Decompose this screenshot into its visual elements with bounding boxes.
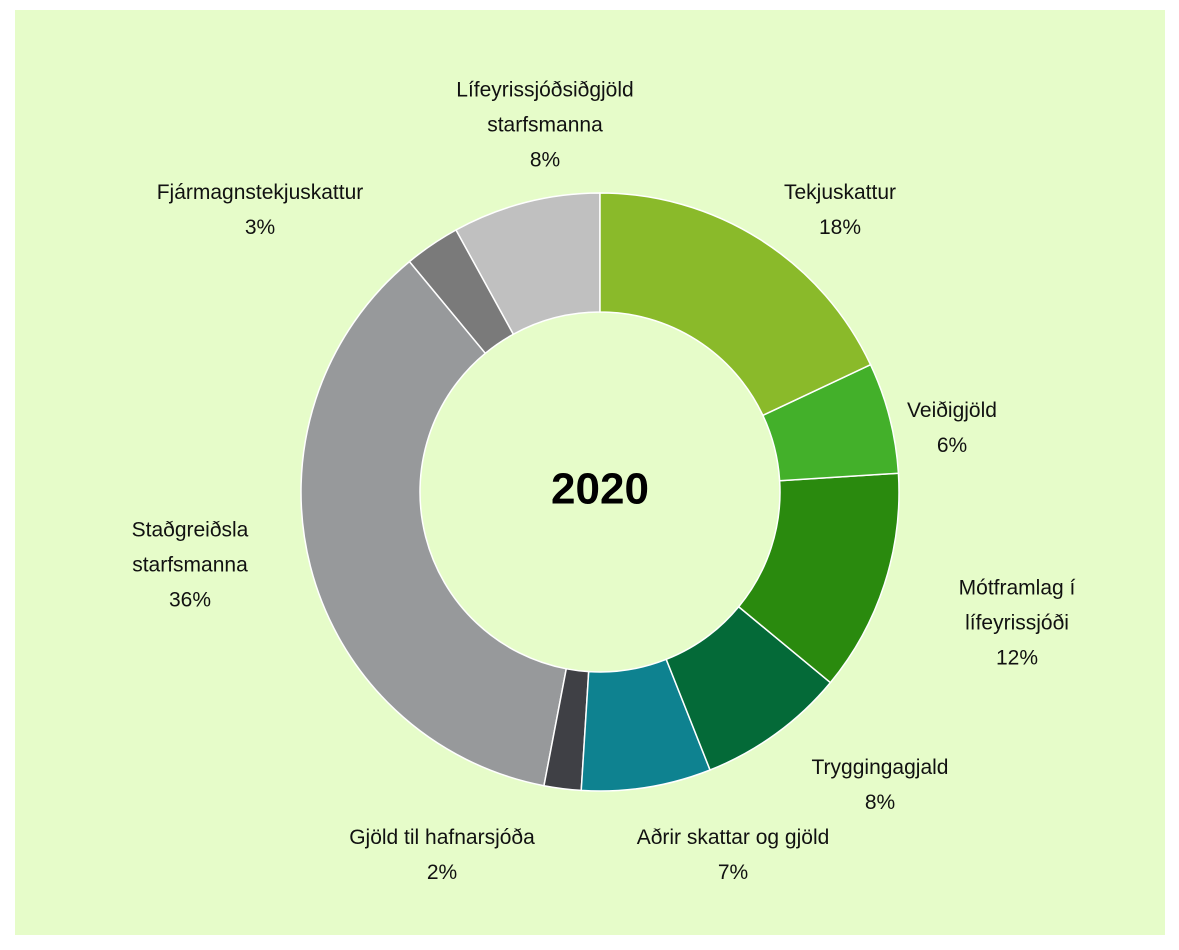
chart: 2020 bbox=[300, 192, 900, 792]
value-label: 18% bbox=[818, 216, 862, 239]
value-label: 36% bbox=[168, 588, 212, 612]
value-label: 7% bbox=[717, 861, 749, 884]
category-label: Tekjuskattur bbox=[783, 181, 897, 204]
donut-segment bbox=[543, 667, 590, 792]
value-label: 2% bbox=[426, 861, 458, 884]
segment-label: Fjármagnstekjuskattur 3% bbox=[100, 175, 420, 245]
donut-segment bbox=[408, 228, 515, 355]
value-label: 8% bbox=[864, 791, 896, 814]
segment-label: Gjöld til hafnarsjóða 2% bbox=[292, 820, 592, 890]
chart-area: 2020 Tekjuskattur 18% Veiðigjöld 6% Mótframl… bbox=[15, 10, 1165, 935]
category-label: Mótframlag í lífeyrissjóði bbox=[958, 576, 1076, 635]
value-label: 3% bbox=[244, 216, 276, 239]
donut-segment bbox=[580, 658, 712, 792]
segment-label: Mótframlag í lífeyrissjóði 12% bbox=[917, 571, 1117, 676]
value-label: 8% bbox=[529, 148, 561, 172]
category-label: Gjöld til hafnarsjóða bbox=[349, 826, 535, 849]
segment-label: Veiðigjöld 6% bbox=[852, 393, 1052, 463]
segment-label: Tekjuskattur 18% bbox=[740, 175, 940, 245]
category-label: Tryggingagjald bbox=[811, 756, 949, 779]
value-label: 12% bbox=[995, 646, 1039, 670]
value-label: 6% bbox=[936, 434, 968, 457]
category-label: Aðrir skattar og gjöld bbox=[636, 826, 830, 849]
segment-label: Lífeyrissjóðsiðgjöld starfsmanna 8% bbox=[405, 73, 685, 178]
donut-segment bbox=[599, 192, 872, 417]
donut-segment bbox=[300, 260, 568, 787]
category-label: Lífeyrissjóðsiðgjöld starfsmanna bbox=[456, 78, 634, 137]
category-label: Staðgreiðsla starfsmanna bbox=[131, 518, 249, 577]
segment-label: Tryggingagjald 8% bbox=[770, 750, 990, 820]
segment-label: Staðgreiðsla starfsmanna 36% bbox=[100, 513, 280, 618]
category-label: Fjármagnstekjuskattur bbox=[156, 181, 364, 204]
donut-segment bbox=[761, 363, 900, 482]
donut-segment bbox=[737, 472, 900, 684]
donut-segment bbox=[665, 605, 832, 771]
segment-label: Aðrir skattar og gjöld 7% bbox=[583, 820, 883, 890]
center-label: 2020 bbox=[551, 465, 649, 514]
category-label: Veiðigjöld bbox=[907, 399, 997, 422]
